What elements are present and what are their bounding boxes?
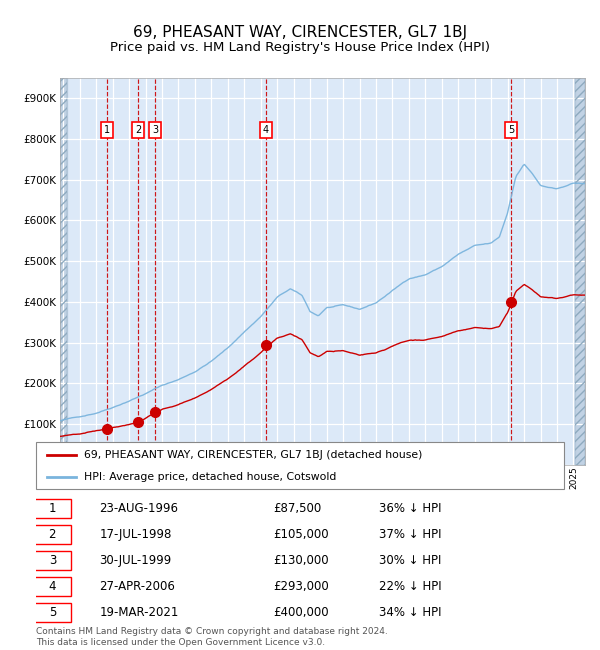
Text: £400,000: £400,000 [274,606,329,619]
FancyBboxPatch shape [34,577,71,596]
Text: 4: 4 [49,580,56,593]
Text: 34% ↓ HPI: 34% ↓ HPI [379,606,442,619]
Text: 69, PHEASANT WAY, CIRENCESTER, GL7 1BJ (detached house): 69, PHEASANT WAY, CIRENCESTER, GL7 1BJ (… [83,450,422,460]
Text: 1: 1 [104,125,110,135]
Text: 17-JUL-1998: 17-JUL-1998 [100,528,172,541]
Text: 30% ↓ HPI: 30% ↓ HPI [379,554,442,567]
Text: 3: 3 [152,125,158,135]
Text: 19-MAR-2021: 19-MAR-2021 [100,606,179,619]
FancyBboxPatch shape [34,525,71,544]
Text: 5: 5 [508,125,514,135]
FancyBboxPatch shape [34,551,71,570]
Text: 2: 2 [49,528,56,541]
Text: £130,000: £130,000 [274,554,329,567]
Text: 5: 5 [49,606,56,619]
FancyBboxPatch shape [34,499,71,518]
Text: 4: 4 [263,125,269,135]
FancyBboxPatch shape [34,603,71,622]
Text: Price paid vs. HM Land Registry's House Price Index (HPI): Price paid vs. HM Land Registry's House … [110,41,490,54]
Text: £87,500: £87,500 [274,502,322,515]
Text: 2: 2 [135,125,141,135]
Text: 27-APR-2006: 27-APR-2006 [100,580,175,593]
Text: £105,000: £105,000 [274,528,329,541]
FancyBboxPatch shape [36,442,564,489]
Text: 22% ↓ HPI: 22% ↓ HPI [379,580,442,593]
Text: 69, PHEASANT WAY, CIRENCESTER, GL7 1BJ: 69, PHEASANT WAY, CIRENCESTER, GL7 1BJ [133,25,467,40]
Text: HPI: Average price, detached house, Cotswold: HPI: Average price, detached house, Cots… [83,472,336,482]
Text: 30-JUL-1999: 30-JUL-1999 [100,554,172,567]
Text: 23-AUG-1996: 23-AUG-1996 [100,502,178,515]
Text: £293,000: £293,000 [274,580,329,593]
Text: 37% ↓ HPI: 37% ↓ HPI [379,528,442,541]
Text: Contains HM Land Registry data © Crown copyright and database right 2024.
This d: Contains HM Land Registry data © Crown c… [36,627,388,647]
Text: 36% ↓ HPI: 36% ↓ HPI [379,502,442,515]
Text: 3: 3 [49,554,56,567]
Text: 1: 1 [49,502,56,515]
